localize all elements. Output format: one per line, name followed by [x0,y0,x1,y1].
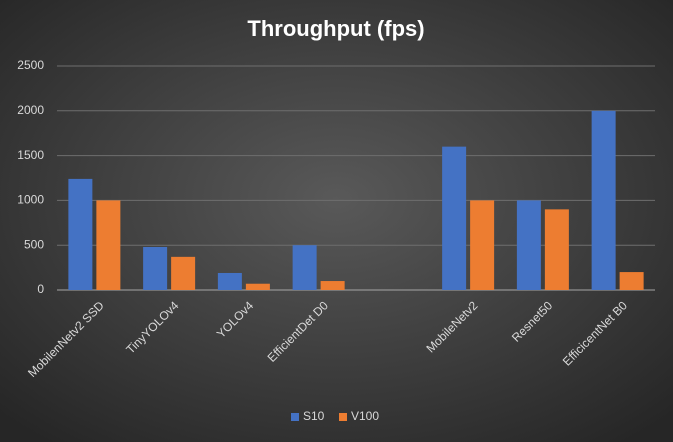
y-tick-label: 500 [24,237,44,251]
y-tick-label: 1500 [17,148,44,162]
bar [217,272,242,290]
bar [245,283,270,290]
y-tick-label: 1000 [17,193,44,207]
legend-swatch [291,413,299,421]
bar [143,246,168,290]
bar [320,281,345,290]
chart-title: Throughput (fps) [247,16,424,41]
bar [171,256,196,290]
bar [544,209,569,290]
bar [591,110,616,290]
legend-label: V100 [351,409,379,423]
legend-label: S10 [303,409,325,423]
bar [68,178,93,290]
bar [516,200,541,290]
legend-swatch [339,413,347,421]
bar [470,200,495,290]
bar [96,200,121,290]
bar [292,245,317,290]
bar [619,272,644,290]
bar [442,146,467,290]
y-tick-label: 2500 [17,58,44,72]
y-tick-label: 2000 [17,103,44,117]
y-tick-label: 0 [37,282,44,296]
